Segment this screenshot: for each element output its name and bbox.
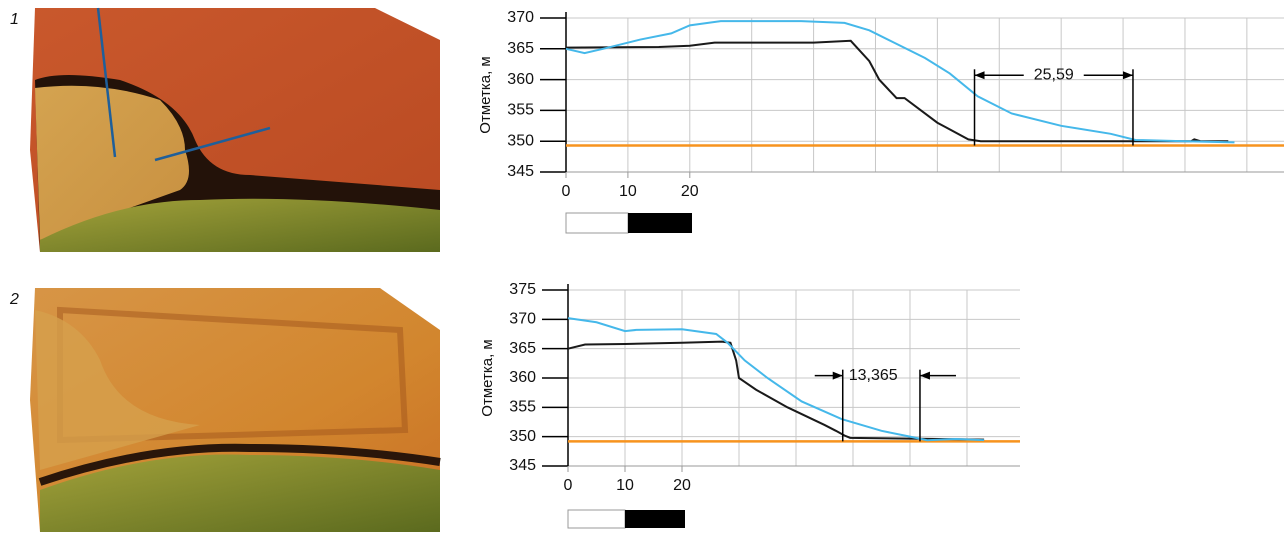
y-axis-label: Отметка, м bbox=[477, 56, 494, 133]
x-tick-label: 0 bbox=[562, 183, 571, 200]
y-tick-label: 365 bbox=[509, 340, 536, 357]
annotation-arrowhead bbox=[919, 371, 930, 380]
y-tick-label: 360 bbox=[509, 369, 536, 386]
series-line bbox=[565, 20, 1235, 144]
terrain-image-2 bbox=[30, 288, 441, 532]
y-tick-label: 370 bbox=[507, 9, 534, 26]
annotation-label: 13,365 bbox=[849, 367, 898, 384]
y-tick-label: 365 bbox=[507, 40, 534, 57]
scale-bar-1 bbox=[565, 212, 692, 234]
y-tick-label: 355 bbox=[507, 102, 534, 119]
y-tick-label: 370 bbox=[509, 311, 536, 328]
annotation-label: 25,59 bbox=[1034, 67, 1074, 84]
y-tick-label: 345 bbox=[509, 457, 536, 474]
annotation-arrowhead bbox=[1122, 71, 1133, 80]
annotation-arrowhead bbox=[832, 371, 843, 380]
scale-bar-2 bbox=[567, 509, 685, 529]
panel-label: 1 bbox=[10, 11, 19, 28]
series-line bbox=[567, 317, 985, 442]
annotation-arrowhead bbox=[974, 71, 985, 80]
y-tick-label: 350 bbox=[509, 428, 536, 445]
series-line bbox=[565, 39, 1229, 143]
x-tick-label: 20 bbox=[681, 183, 699, 200]
panel-label: 2 bbox=[9, 291, 19, 308]
x-tick-label: 10 bbox=[616, 477, 634, 494]
y-tick-label: 345 bbox=[507, 163, 534, 180]
y-tick-label: 375 bbox=[509, 281, 536, 298]
series-line bbox=[567, 340, 985, 441]
y-tick-label: 360 bbox=[507, 71, 534, 88]
y-tick-label: 355 bbox=[509, 399, 536, 416]
x-tick-label: 10 bbox=[619, 183, 637, 200]
y-axis-label: Отметка, м bbox=[479, 339, 496, 416]
terrain-image-1 bbox=[30, 7, 440, 252]
y-tick-label: 350 bbox=[507, 132, 534, 149]
x-tick-label: 20 bbox=[673, 477, 691, 494]
x-tick-label: 0 bbox=[564, 477, 573, 494]
